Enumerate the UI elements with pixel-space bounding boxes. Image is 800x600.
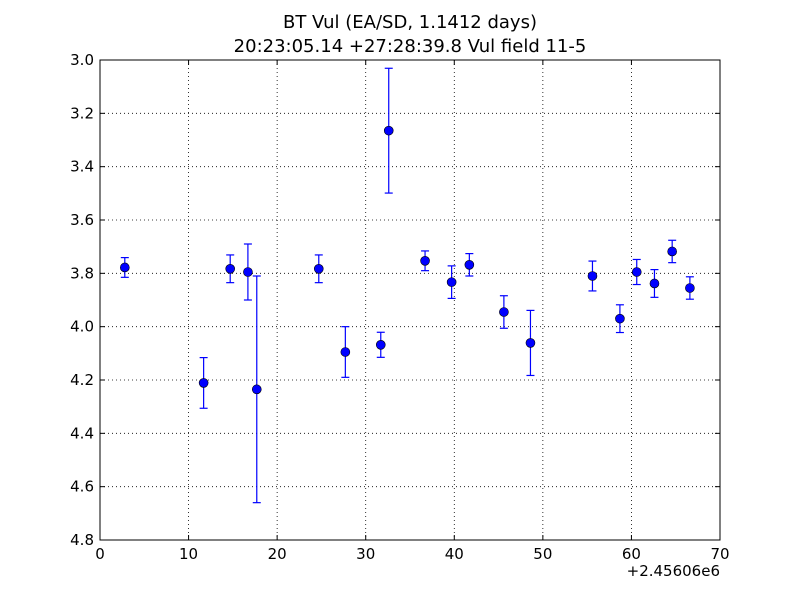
data-point [243,267,253,277]
x-tick-label: 70 [710,545,729,563]
data-point [375,339,386,350]
data-point [251,384,262,395]
data-point [631,267,642,277]
data-point [615,313,625,324]
data-point [499,307,509,317]
y-tick-label: 3.6 [70,211,94,229]
y-tick-label: 3.4 [70,158,94,176]
x-tick-label: 0 [95,545,105,563]
y-tick-label: 3.0 [70,51,94,69]
y-tick-label: 4.4 [70,424,94,442]
x-tick-label: 40 [445,545,464,563]
grid-lines [100,60,720,540]
y-tick-label: 4.2 [70,371,94,389]
data-point [464,259,475,270]
y-tick-label: 4.6 [70,478,94,496]
chart-title-line-1: BT Vul (EA/SD, 1.1412 days) [283,12,537,33]
x-tick-label: 10 [179,545,198,563]
data-point [225,263,235,274]
axis-ticks [99,59,721,541]
y-tick-label: 4.8 [70,531,94,549]
plot-frame [99,59,721,541]
x-tick-label: 30 [356,545,375,563]
x-tick-label: 50 [533,545,552,563]
y-tick-label: 3.8 [70,264,94,282]
data-point [446,277,457,287]
data-point [340,347,351,357]
y-tick-label: 4.0 [70,318,94,336]
data-series [120,67,695,504]
data-point [649,278,660,289]
data-point [525,338,536,348]
data-point [198,378,209,388]
data-point [383,125,394,136]
x-offset-label: +2.45606e6 [627,562,720,580]
x-tick-label: 60 [622,545,641,563]
x-tick-label: 20 [268,545,287,563]
data-point [685,283,695,293]
data-point [667,246,677,257]
chart-title-line-2: 20:23:05.14 +27:28:39.8 Vul field 11-5 [234,36,587,57]
tick-labels: 0 10 20 30 40 50 60 70 3.0 3.2 3.4 3.6 3.8 4.0 4.2 4.4 4… [70,51,729,563]
y-tick-label: 3.2 [70,104,94,122]
data-point [587,271,598,281]
data-point [420,255,430,266]
data-point [120,262,130,273]
data-point [313,263,324,274]
